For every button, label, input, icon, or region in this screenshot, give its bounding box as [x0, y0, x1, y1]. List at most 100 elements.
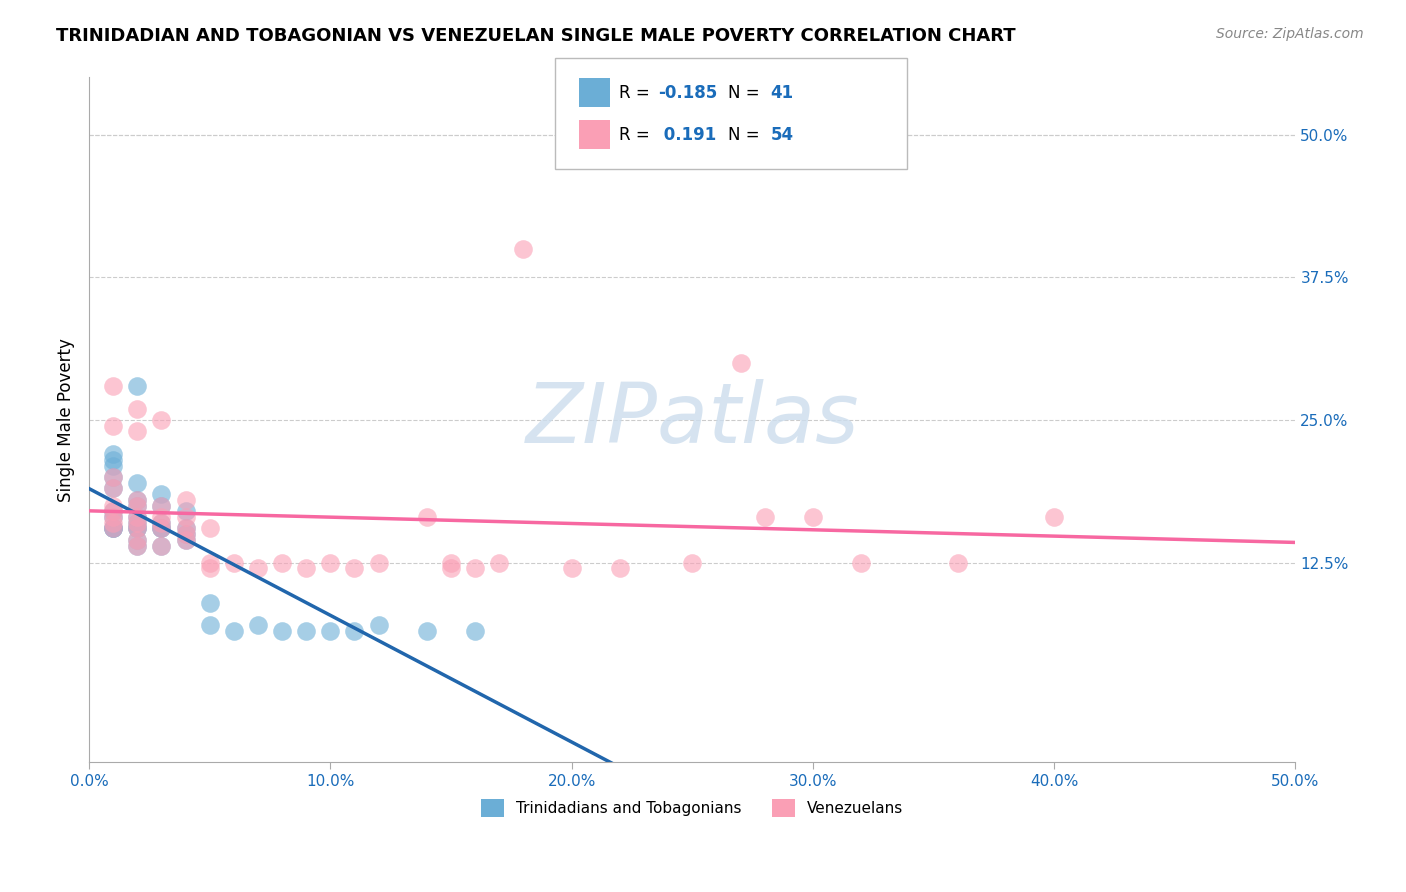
Point: [488, 556, 510, 570]
Point: [127, 425, 149, 439]
Point: [174, 533, 197, 547]
Point: [103, 470, 125, 484]
Text: 54: 54: [770, 126, 793, 144]
Point: [464, 624, 486, 639]
Point: [103, 470, 125, 484]
Text: -0.185: -0.185: [658, 84, 717, 102]
Text: N =: N =: [728, 84, 765, 102]
Point: [127, 510, 149, 524]
Point: [754, 510, 776, 524]
Point: [174, 492, 197, 507]
Text: 0.191: 0.191: [658, 126, 716, 144]
Text: N =: N =: [728, 126, 765, 144]
Point: [127, 401, 149, 416]
Point: [561, 561, 583, 575]
Point: [103, 378, 125, 392]
Point: [271, 624, 294, 639]
Point: [464, 561, 486, 575]
Point: [127, 521, 149, 535]
Point: [198, 521, 221, 535]
Point: [174, 521, 197, 535]
Point: [319, 556, 342, 570]
Point: [150, 499, 173, 513]
Point: [246, 618, 269, 632]
Point: [849, 556, 872, 570]
Point: [127, 499, 149, 513]
Point: [295, 561, 318, 575]
Point: [127, 499, 149, 513]
Point: [416, 510, 439, 524]
Point: [174, 527, 197, 541]
Text: R =: R =: [619, 126, 659, 144]
Point: [127, 516, 149, 530]
Point: [150, 413, 173, 427]
Point: [367, 618, 389, 632]
Point: [271, 556, 294, 570]
Point: [801, 510, 824, 524]
Point: [103, 482, 125, 496]
Point: [150, 521, 173, 535]
Point: [127, 533, 149, 547]
Point: [103, 458, 125, 473]
Point: [103, 504, 125, 518]
Point: [295, 624, 318, 639]
Point: [103, 521, 125, 535]
Point: [174, 527, 197, 541]
Text: Source: ZipAtlas.com: Source: ZipAtlas.com: [1216, 27, 1364, 41]
Point: [103, 521, 125, 535]
Point: [198, 556, 221, 570]
Point: [103, 521, 125, 535]
Text: 41: 41: [770, 84, 793, 102]
Point: [150, 499, 173, 513]
Point: [103, 453, 125, 467]
Point: [174, 533, 197, 547]
Point: [198, 618, 221, 632]
Point: [198, 561, 221, 575]
Point: [440, 561, 463, 575]
Point: [198, 596, 221, 610]
Point: [103, 504, 125, 518]
Point: [174, 504, 197, 518]
Point: [127, 378, 149, 392]
Point: [127, 521, 149, 535]
Point: [127, 475, 149, 490]
Point: [222, 556, 245, 570]
Point: [343, 624, 366, 639]
Point: [367, 556, 389, 570]
Point: [730, 356, 752, 370]
Point: [174, 521, 197, 535]
Point: [222, 624, 245, 639]
Y-axis label: Single Male Poverty: Single Male Poverty: [58, 338, 75, 502]
Point: [150, 516, 173, 530]
Point: [127, 510, 149, 524]
Point: [1043, 510, 1066, 524]
Point: [103, 521, 125, 535]
Point: [127, 539, 149, 553]
Point: [150, 521, 173, 535]
Point: [103, 499, 125, 513]
Point: [150, 510, 173, 524]
Point: [103, 447, 125, 461]
Point: [150, 539, 173, 553]
Point: [103, 510, 125, 524]
Point: [103, 510, 125, 524]
Point: [103, 418, 125, 433]
Point: [150, 521, 173, 535]
Point: [150, 487, 173, 501]
Point: [946, 556, 969, 570]
Point: [127, 533, 149, 547]
Point: [416, 624, 439, 639]
Legend: Trinidadians and Tobagonians, Venezuelans: Trinidadians and Tobagonians, Venezuelan…: [475, 792, 910, 823]
Text: ZIPatlas: ZIPatlas: [526, 379, 859, 460]
Point: [127, 539, 149, 553]
Point: [681, 556, 703, 570]
Point: [150, 539, 173, 553]
Text: TRINIDADIAN AND TOBAGONIAN VS VENEZUELAN SINGLE MALE POVERTY CORRELATION CHART: TRINIDADIAN AND TOBAGONIAN VS VENEZUELAN…: [56, 27, 1017, 45]
Point: [246, 561, 269, 575]
Point: [127, 521, 149, 535]
Point: [343, 561, 366, 575]
Point: [609, 561, 631, 575]
Text: R =: R =: [619, 84, 655, 102]
Point: [512, 242, 534, 256]
Point: [174, 510, 197, 524]
